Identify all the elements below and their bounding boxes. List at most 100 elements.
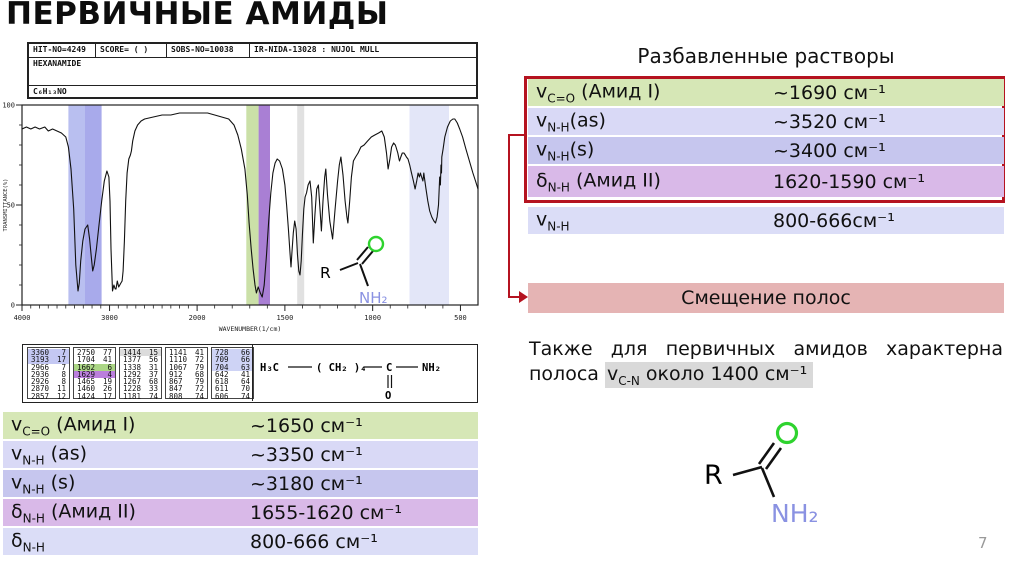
band-value: ~3520 см⁻¹ [773,110,886,133]
peak-list-column: 1141 41 1110 72 1067 79 912 68 867 79 847 72 808 74 [165,347,208,401]
peak-entry: 1267 68 [123,377,158,387]
note-text: Также для первичных амидов характерна полоса… [529,338,1003,388]
band-assignment-row: vN-H 800-666см⁻¹ [528,207,1004,234]
peak-entry: 2936 8 [31,369,66,379]
band-value: 1620-1590 см⁻¹ [773,170,926,193]
band-label: vN-H (s) [11,471,76,496]
band-label: vN-H(as) [536,109,606,134]
highlight-bands [68,105,449,305]
peak-entry: 3360 7 [28,349,69,356]
band-label: vN-H [536,208,570,233]
band-value: ~3350 см⁻¹ [250,443,363,466]
peak-list-column: 2750 77 1704 41 1662 6 1629 4 1465 19 1460 26 1424 17 [73,347,116,400]
peak-entry: 704 63 [212,363,253,371]
peak-entry: 618 64 [215,377,250,387]
peak-entry: 1629 4 [74,370,115,378]
spectrum-curve [21,112,479,298]
amide-structure-large: R NH₂ [704,421,819,528]
highlight-band [297,105,305,305]
svg-text:0: 0 [11,302,15,310]
note-word: для [610,338,648,360]
band-label: vC=O (Амид I) [11,413,136,438]
svg-text:4000: 4000 [14,314,31,322]
spectrum-card-header: HIT-NO=4249 SCORE= ( ) SOBS-NO=10038 IR-… [27,42,478,99]
peak-entry: 1338 31 [123,362,158,372]
svg-text:2000: 2000 [189,314,206,322]
peak-entry: 2926 8 [31,377,66,387]
svg-text:500: 500 [454,314,467,322]
cn-band-highlight: vC-N около 1400 см⁻¹ [604,362,814,388]
dilute-solutions-table: vC=O (Амид I) ~1690 см⁻¹ vN-H(as) ~3520 см⁻… [528,79,1004,234]
spectrum-card-meta-row: HIT-NO=4249 SCORE= ( ) SOBS-NO=10038 IR-… [29,44,476,58]
peak-entry: 2966 7 [31,362,66,372]
formula-h3c: H₃C [260,362,279,374]
band-shift-box: Смещение полос [528,283,1004,313]
peak-entry: 3193 17 [28,356,69,364]
connector-line [508,296,521,298]
peak-list-column: 728 66 709 66 704 63 642 41 618 64 611 70 606 74 [211,347,254,401]
arrow-right-icon [519,291,528,303]
peak-entry: 808 74 [169,391,204,401]
highlight-band [246,105,259,305]
r-group-label: R [704,460,723,491]
band-label: δN-H [11,529,45,554]
highlight-band [258,105,270,305]
formula-o: O [385,390,391,401]
highlight-band [85,105,102,305]
peak-entry: 1662 6 [74,363,115,371]
band-assignment-row: vN-H(as) ~3520 см⁻¹ [528,108,1004,135]
band-label: vC=O (Амид I) [536,80,661,105]
page-number: 7 [978,534,988,552]
band-value: 800-666см⁻¹ [773,209,895,232]
molecular-formula: C₆H₁₃NO [33,87,67,96]
band-assignment-row: vN-H (as) ~3350 см⁻¹ [3,441,478,468]
svg-text:3000: 3000 [101,314,118,322]
peak-entry: 1465 19 [77,377,112,387]
peak-entry: 1292 37 [123,369,158,379]
peak-entry: 2870 11 [31,384,66,394]
page-title: ПЕРВИЧНЫЕ АМИДЫ [6,0,389,32]
svg-text:1500: 1500 [276,314,293,322]
oxygen-atom-icon [367,235,385,253]
svg-text:100: 100 [2,102,15,110]
note-word: Также [529,338,593,360]
score: SCORE= ( ) [96,44,167,57]
dilute-solutions-heading: Разбавленные растворы [637,44,895,68]
connector-line [508,134,510,298]
peak-entry: 912 68 [169,369,204,379]
peak-list-column: 1414 15 1377 56 1338 31 1292 37 1267 68 1228 33 1181… [119,347,162,400]
condensed-formula: H₃C ( CH₂ )₄ C NH₂ O [260,362,441,401]
compound-name: HEXANAMIDE [29,58,476,86]
band-value: ~3400 см⁻¹ [773,139,886,162]
svg-text:1000: 1000 [364,314,381,322]
peak-table: 3360 7 3193 17 2966 7 2936 8 2926 8 2870 11 2857 12 27… [22,344,478,403]
amide-structure-small: R NH₂ [320,235,388,307]
peak-entry: 1110 72 [169,355,204,365]
peak-entry: 2857 12 [31,391,66,401]
peak-entry: 611 70 [215,384,250,394]
oxygen-atom-icon [775,421,799,445]
band-value: ~1690 см⁻¹ [773,81,886,104]
highlight-band [409,105,449,305]
band-assignment-row: vN-H (s) ~3180 см⁻¹ [3,470,478,497]
connector-line [508,134,524,136]
formula-nh2: NH₂ [422,362,441,374]
y-axis-label: TRANSMITTANCE(%) [3,179,9,232]
note-line-1: Также для первичных амидов характерна [529,338,1003,360]
band-value: ~3180 см⁻¹ [250,472,363,495]
band-assignment-row: δN-H 800-666 см⁻¹ [3,528,478,555]
peak-entry: 1414 15 [120,349,161,356]
note-line-2: полоса vC-N около 1400 см⁻¹ [529,362,1003,388]
sobs-no: SOBS-NO=10038 [167,44,250,57]
peak-entry: 1377 56 [123,355,158,365]
band-label: δN-H (Амид II) [11,500,136,525]
peak-entry: 606 74 [215,391,250,401]
note-word: амидов [793,338,868,360]
peak-entry: 728 66 [212,349,253,356]
band-value: 1655-1620 см⁻¹ [250,501,403,524]
divider [252,345,253,401]
band-value: 800-666 см⁻¹ [250,530,378,553]
x-axis-label: WAVENUMBER(1/cm) [219,325,282,333]
peak-list-column: 3360 7 3193 17 2966 7 2936 8 2926 8 2870 11 2857 12 [27,347,70,401]
